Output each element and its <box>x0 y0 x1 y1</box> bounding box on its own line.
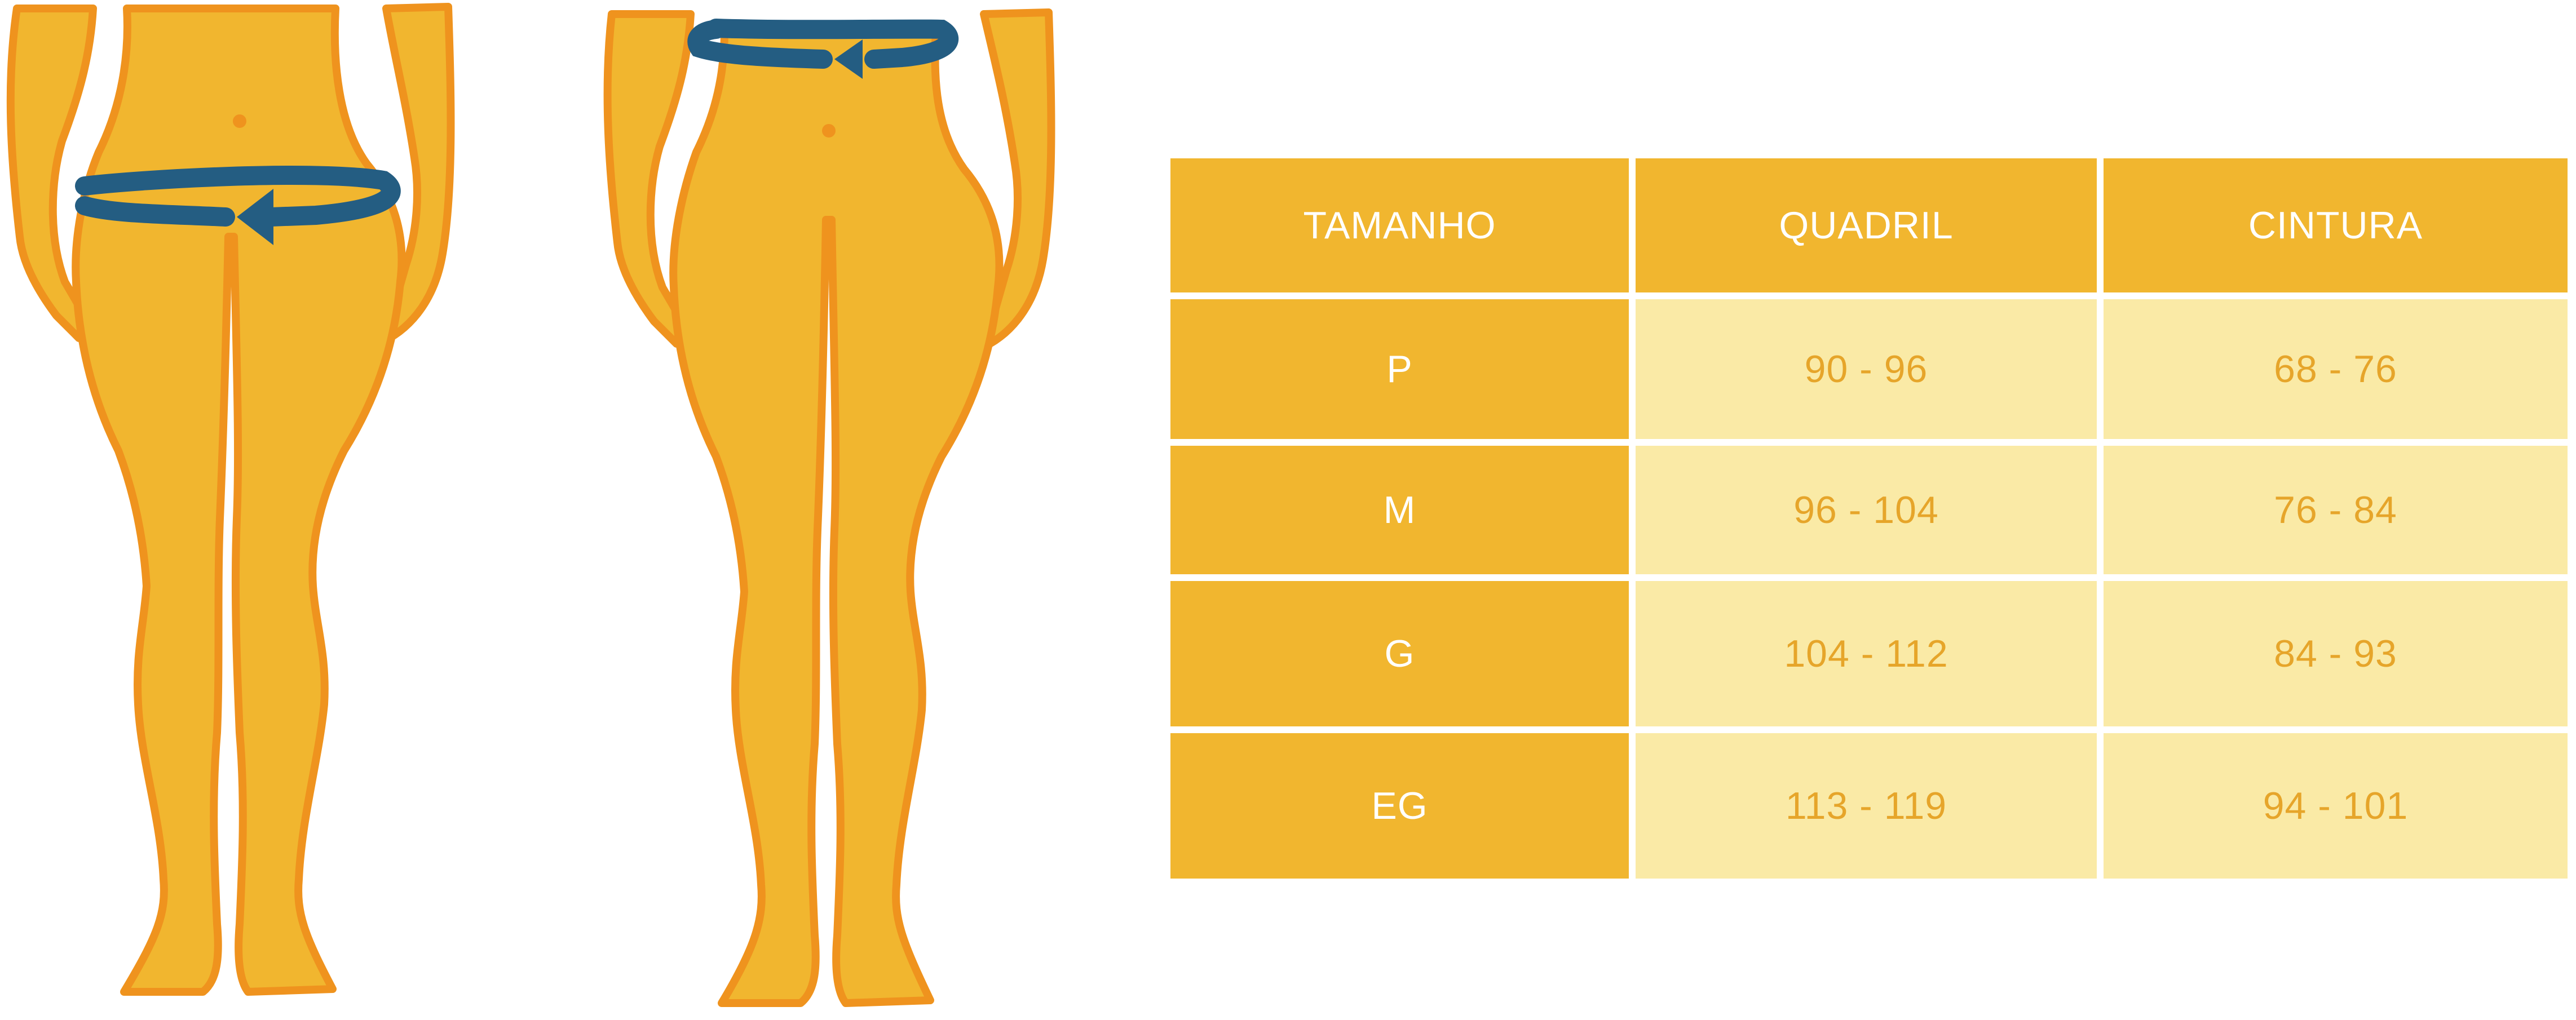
quadril-cell: 113 - 119 <box>1632 730 2100 882</box>
cintura-cell: 76 - 84 <box>2100 442 2571 578</box>
size-cell: EG <box>1167 730 1632 882</box>
waist-measurement-figure <box>598 0 1071 1017</box>
header-quadril: QUADRIL <box>1632 155 2100 296</box>
navel <box>822 124 836 138</box>
cintura-cell: 94 - 101 <box>2100 730 2571 882</box>
table-header-row: TAMANHO QUADRIL CINTURA <box>1167 155 2571 296</box>
table-row: G 104 - 112 84 - 93 <box>1167 578 2571 730</box>
size-cell: P <box>1167 296 1632 442</box>
quadril-cell: 90 - 96 <box>1632 296 2100 442</box>
torso-legs <box>72 5 406 996</box>
hip-measurement-figure <box>0 0 462 1017</box>
header-tamanho: TAMANHO <box>1167 155 1632 296</box>
lower-body-illustration-hips <box>6 3 455 996</box>
quadril-cell: 104 - 112 <box>1632 578 2100 730</box>
left-arrow-icon <box>834 39 863 79</box>
hip-tape <box>75 166 401 227</box>
cintura-cell: 68 - 76 <box>2100 296 2571 442</box>
lower-body-illustration-waist <box>603 8 1055 1007</box>
table-row: P 90 - 96 68 - 76 <box>1167 296 2571 442</box>
table-row: M 96 - 104 76 - 84 <box>1167 442 2571 578</box>
torso-legs <box>669 27 1004 1007</box>
size-cell: M <box>1167 442 1632 578</box>
cintura-cell: 84 - 93 <box>2100 578 2571 730</box>
table-row: EG 113 - 119 94 - 101 <box>1167 730 2571 882</box>
size-cell: G <box>1167 578 1632 730</box>
quadril-cell: 96 - 104 <box>1632 442 2100 578</box>
header-cintura: CINTURA <box>2100 155 2571 296</box>
left-arrow-icon <box>237 189 273 245</box>
size-chart-table: TAMANHO QUADRIL CINTURA P 90 - 96 68 - 7… <box>1167 155 2571 882</box>
navel <box>233 114 246 128</box>
waist-tape <box>687 19 959 69</box>
